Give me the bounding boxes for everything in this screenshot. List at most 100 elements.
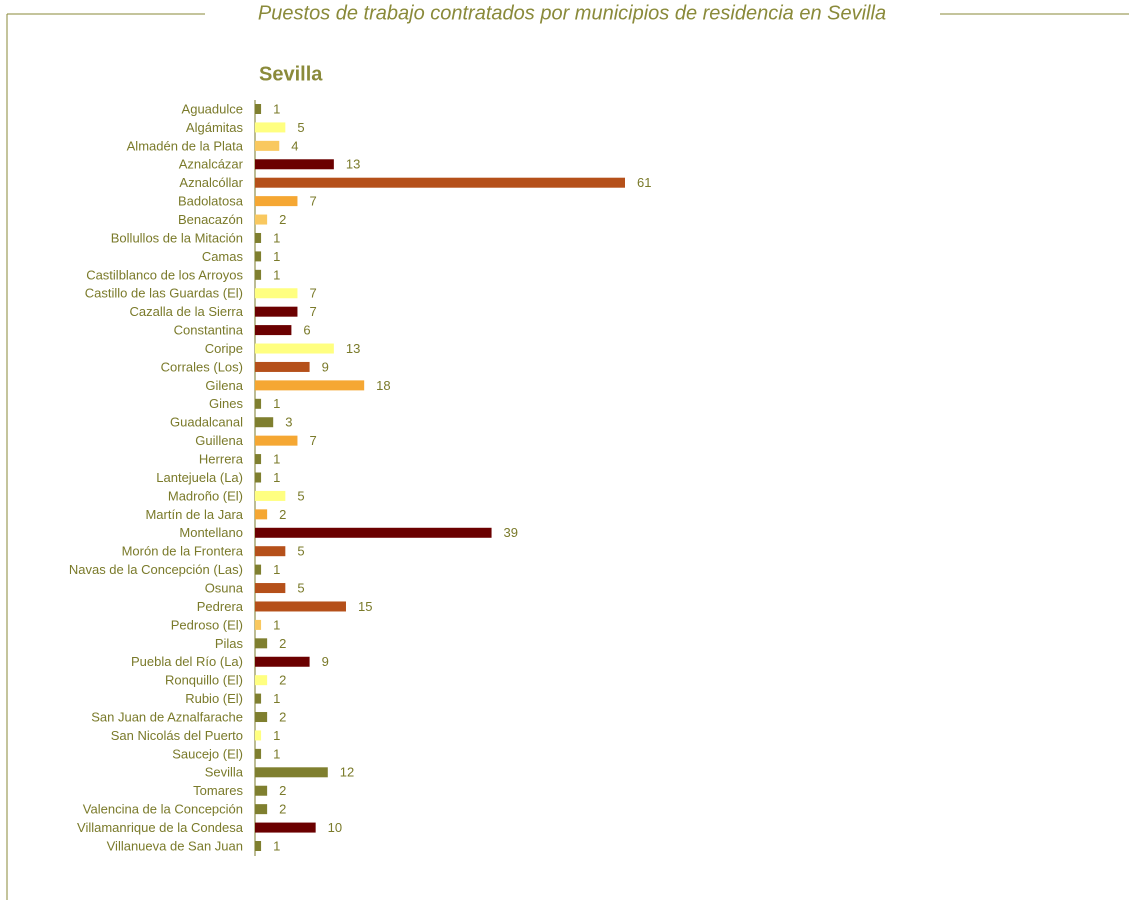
- value-label: 13: [346, 341, 360, 356]
- category-label: Valencina de la Concepción: [83, 802, 243, 817]
- value-label: 1: [273, 562, 280, 577]
- value-label: 18: [376, 378, 390, 393]
- value-label: 1: [273, 838, 280, 853]
- category-label: Cazalla de la Sierra: [130, 304, 244, 319]
- value-label: 13: [346, 157, 360, 172]
- bar: [255, 343, 334, 354]
- category-label: Camas: [202, 249, 244, 264]
- category-label: Aznalcóllar: [179, 175, 243, 190]
- value-label: 1: [273, 267, 280, 282]
- category-label: Corrales (Los): [161, 359, 243, 374]
- value-label: 15: [358, 599, 372, 614]
- category-label: Guadalcanal: [170, 415, 243, 430]
- bar: [255, 472, 262, 483]
- category-label: Castillo de las Guardas (El): [85, 286, 243, 301]
- bar: [255, 822, 316, 833]
- category-label: Pedrera: [197, 599, 244, 614]
- value-label: 39: [504, 525, 518, 540]
- value-label: 2: [279, 802, 286, 817]
- category-label: Herrera: [199, 452, 244, 467]
- value-label: 7: [309, 304, 316, 319]
- bar: [255, 140, 280, 151]
- bar: [255, 159, 334, 170]
- bar: [255, 785, 268, 796]
- category-label: Montellano: [179, 525, 243, 540]
- bar: [255, 601, 346, 612]
- category-label: Puebla del Río (La): [131, 654, 243, 669]
- value-label: 6: [303, 323, 310, 338]
- value-label: 5: [297, 120, 304, 135]
- bar: [255, 490, 286, 501]
- category-label: Gilena: [205, 378, 243, 393]
- value-label: 4: [291, 138, 298, 153]
- value-label: 5: [297, 488, 304, 503]
- category-label: Rubio (El): [185, 691, 243, 706]
- value-label: 9: [322, 654, 329, 669]
- value-label: 3: [285, 415, 292, 430]
- category-label: Constantina: [174, 323, 244, 338]
- chart-title: Puestos de trabajo contratados por munic…: [258, 2, 886, 24]
- category-label: Almadén de la Plata: [127, 138, 244, 153]
- category-label: Aguadulce: [182, 101, 243, 116]
- category-label: Sevilla: [205, 765, 244, 780]
- value-label: 2: [279, 212, 286, 227]
- category-label: Ronquillo (El): [165, 673, 243, 688]
- value-label: 2: [279, 636, 286, 651]
- category-label: San Juan de Aznalfarache: [91, 709, 243, 724]
- category-label: Gines: [209, 396, 243, 411]
- bar: [255, 748, 262, 759]
- category-label: Madroño (El): [168, 488, 243, 503]
- category-label: Villanueva de San Juan: [107, 838, 243, 853]
- bar: [255, 251, 262, 262]
- category-label: Villamanrique de la Condesa: [77, 820, 244, 835]
- category-label: Tomares: [193, 783, 243, 798]
- value-label: 7: [309, 286, 316, 301]
- bar: [255, 104, 262, 114]
- category-label: Guillena: [195, 433, 243, 448]
- category-label: Pilas: [215, 636, 244, 651]
- bar: [255, 435, 298, 446]
- bar: [255, 841, 262, 851]
- value-label: 1: [273, 728, 280, 743]
- bar: [255, 417, 274, 428]
- chart-subtitle: Sevilla: [259, 63, 323, 85]
- value-label: 7: [309, 433, 316, 448]
- bar: [255, 269, 262, 280]
- value-label: 1: [273, 746, 280, 761]
- category-label: Algámitas: [186, 120, 244, 135]
- value-label: 1: [273, 617, 280, 632]
- category-label: Benacazón: [178, 212, 243, 227]
- bar: [255, 675, 268, 686]
- bar: [255, 712, 268, 723]
- bar: [255, 730, 262, 741]
- value-label: 2: [279, 673, 286, 688]
- bar: [255, 380, 365, 391]
- category-label: Morón de la Frontera: [122, 544, 244, 559]
- bar: [255, 232, 262, 243]
- category-label: Bollullos de la Mitación: [111, 230, 243, 245]
- value-label: 2: [279, 507, 286, 522]
- bar: [255, 693, 262, 704]
- category-label: Coripe: [205, 341, 243, 356]
- value-label: 12: [340, 765, 354, 780]
- category-label: Pedroso (El): [171, 617, 243, 632]
- value-label: 5: [297, 544, 304, 559]
- value-label: 10: [328, 820, 342, 835]
- category-label: Castilblanco de los Arroyos: [86, 267, 243, 282]
- bar: [255, 638, 268, 649]
- value-label: 7: [309, 194, 316, 209]
- category-label: Aznalcázar: [179, 157, 244, 172]
- category-label: Saucejo (El): [172, 746, 243, 761]
- bar: [255, 767, 328, 778]
- bar: [255, 804, 268, 815]
- bar: [255, 398, 262, 409]
- value-label: 1: [273, 452, 280, 467]
- bar: [255, 177, 625, 188]
- bar: [255, 288, 298, 299]
- value-label: 61: [637, 175, 651, 190]
- bar: [255, 214, 268, 225]
- bar: [255, 325, 292, 336]
- category-label: Lantejuela (La): [156, 470, 243, 485]
- value-label: 1: [273, 249, 280, 264]
